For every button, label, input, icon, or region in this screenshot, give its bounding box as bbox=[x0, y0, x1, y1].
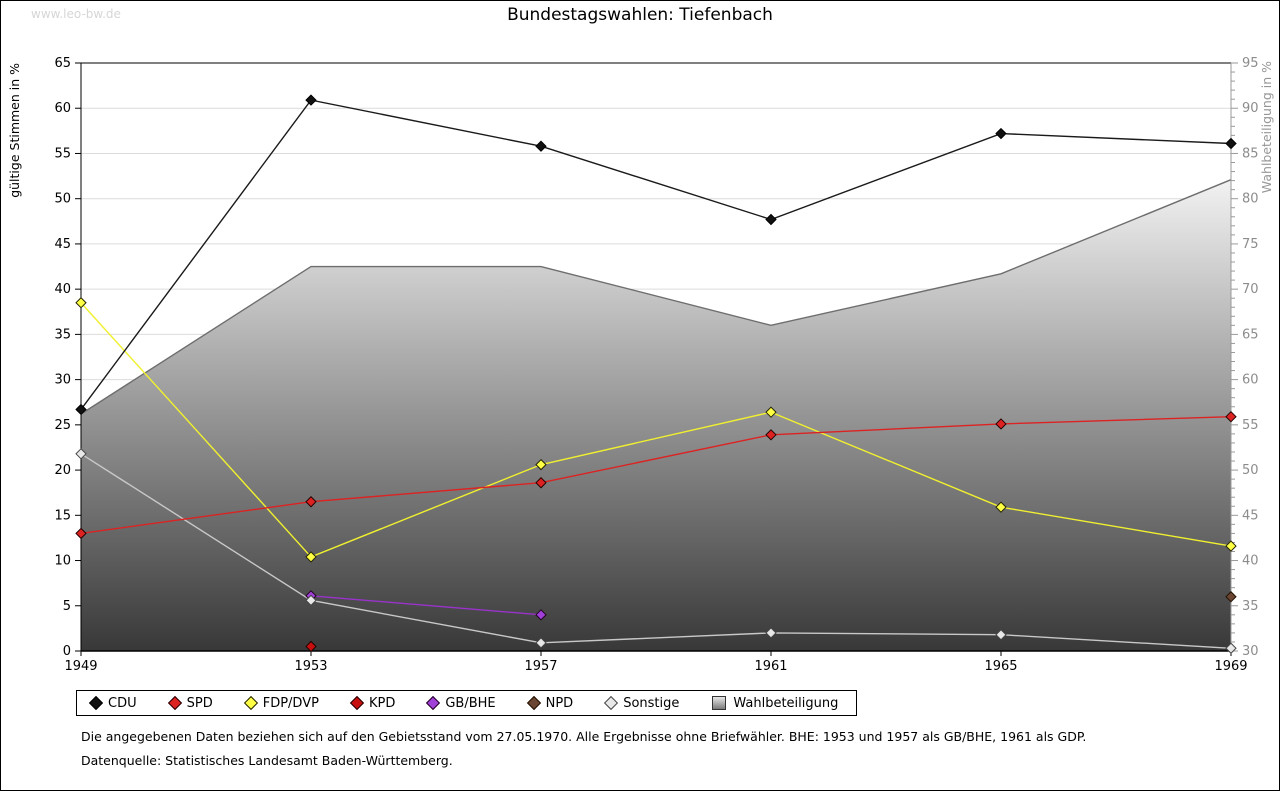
svg-text:1965: 1965 bbox=[984, 659, 1017, 674]
svg-text:65: 65 bbox=[1242, 327, 1259, 342]
legend-label: Sonstige bbox=[623, 695, 680, 711]
svg-text:95: 95 bbox=[1242, 56, 1259, 71]
svg-text:1953: 1953 bbox=[294, 659, 327, 674]
legend-item: SPD bbox=[167, 695, 213, 711]
legend-diamond-icon bbox=[88, 695, 104, 711]
svg-text:30: 30 bbox=[54, 373, 71, 388]
legend-diamond-icon bbox=[604, 695, 619, 711]
line-cdu bbox=[80, 99, 1232, 410]
legend-item: Sonstige bbox=[604, 695, 680, 711]
legend-label: SPD bbox=[186, 695, 213, 711]
svg-text:50: 50 bbox=[1242, 463, 1259, 478]
legend-item: KPD bbox=[349, 695, 396, 711]
legend-diamond-icon bbox=[243, 695, 258, 711]
svg-text:55: 55 bbox=[54, 146, 71, 161]
markers-cdu bbox=[75, 94, 1237, 416]
page-title: Bundestagswahlen: Tiefenbach bbox=[507, 5, 773, 25]
legend-label: Wahlbeteiligung bbox=[733, 695, 839, 711]
x-axis-ticks: 1949 1953 1957 1961 1965 1969 bbox=[64, 651, 1248, 674]
svg-text:65: 65 bbox=[54, 56, 71, 71]
legend-item: GB/BHE bbox=[426, 695, 496, 711]
legend-diamond-icon bbox=[526, 695, 541, 711]
line-spd bbox=[80, 416, 1232, 535]
svg-text:90: 90 bbox=[1242, 101, 1259, 116]
markers-spd bbox=[75, 410, 1237, 540]
markers-sonstige bbox=[75, 448, 1237, 654]
svg-text:1969: 1969 bbox=[1214, 659, 1247, 674]
svg-text:1949: 1949 bbox=[64, 659, 97, 674]
markers-fdpdvp bbox=[75, 297, 1237, 563]
svg-text:0: 0 bbox=[63, 644, 71, 659]
legend-diamond-icon bbox=[426, 695, 441, 711]
svg-text:85: 85 bbox=[1242, 146, 1259, 161]
svg-text:15: 15 bbox=[54, 508, 71, 523]
legend-item: FDP/DVP bbox=[243, 695, 319, 711]
markers-npd bbox=[1225, 591, 1237, 603]
svg-text:30: 30 bbox=[1242, 644, 1259, 659]
turnout-edge bbox=[80, 179, 1232, 415]
legend-diamond-icon bbox=[167, 695, 182, 711]
svg-text:10: 10 bbox=[54, 554, 71, 569]
svg-text:50: 50 bbox=[54, 192, 71, 207]
svg-text:60: 60 bbox=[54, 101, 71, 116]
svg-text:70: 70 bbox=[1242, 282, 1259, 297]
chart-legend: CDU SPD FDP/DVP KPD GB/BHE NPD Sonstige bbox=[76, 690, 857, 716]
legend-area-swatch-icon bbox=[712, 696, 727, 710]
svg-text:55: 55 bbox=[1242, 418, 1259, 433]
svg-text:25: 25 bbox=[54, 418, 71, 433]
svg-text:80: 80 bbox=[1242, 192, 1259, 207]
svg-text:40: 40 bbox=[54, 282, 71, 297]
svg-text:35: 35 bbox=[1242, 599, 1259, 614]
right-axis-ticks: 30 35 40 45 50 55 60 65 70 75 80 85 90 95 bbox=[1231, 56, 1259, 659]
legend-label: KPD bbox=[368, 695, 396, 711]
right-axis-title: Wahlbeteiligung in % bbox=[1259, 61, 1274, 194]
legend-item: Wahlbeteiligung bbox=[712, 696, 838, 711]
footnote-source: Datenquelle: Statistisches Landesamt Bad… bbox=[81, 753, 453, 768]
svg-text:75: 75 bbox=[1242, 237, 1259, 252]
left-axis-title: gültige Stimmen in % bbox=[7, 63, 22, 198]
election-line-chart: 0 5 10 15 20 25 30 35 40 45 50 55 60 65 30 35 40 45 50 55 60… bbox=[54, 56, 1259, 674]
left-axis-ticks: 0 5 10 15 20 25 30 35 40 45 50 55 60 65 bbox=[54, 56, 81, 659]
line-fdpdvp bbox=[80, 302, 1232, 558]
svg-text:60: 60 bbox=[1242, 373, 1259, 388]
legend-item: CDU bbox=[88, 695, 137, 711]
legend-item: NPD bbox=[526, 695, 574, 711]
svg-text:45: 45 bbox=[1242, 508, 1259, 523]
legend-label: FDP/DVP bbox=[262, 695, 319, 711]
watermark: www.leo-bw.de bbox=[31, 7, 121, 21]
legend-label: GB/BHE bbox=[445, 695, 496, 711]
line-gbbhe bbox=[310, 595, 542, 616]
svg-text:5: 5 bbox=[63, 599, 71, 614]
line-sonstige bbox=[80, 453, 1232, 649]
legend-label: NPD bbox=[545, 695, 574, 711]
legend-diamond-icon bbox=[349, 695, 365, 711]
markers-kpd bbox=[305, 640, 317, 653]
legend-label: CDU bbox=[108, 695, 137, 711]
footnote-data-basis: Die angegebenen Daten beziehen sich auf … bbox=[81, 729, 1087, 744]
svg-text:40: 40 bbox=[1242, 554, 1259, 569]
svg-text:35: 35 bbox=[54, 327, 71, 342]
svg-text:1957: 1957 bbox=[524, 659, 557, 674]
svg-text:1961: 1961 bbox=[754, 659, 787, 674]
svg-text:20: 20 bbox=[54, 463, 71, 478]
svg-text:45: 45 bbox=[54, 237, 71, 252]
